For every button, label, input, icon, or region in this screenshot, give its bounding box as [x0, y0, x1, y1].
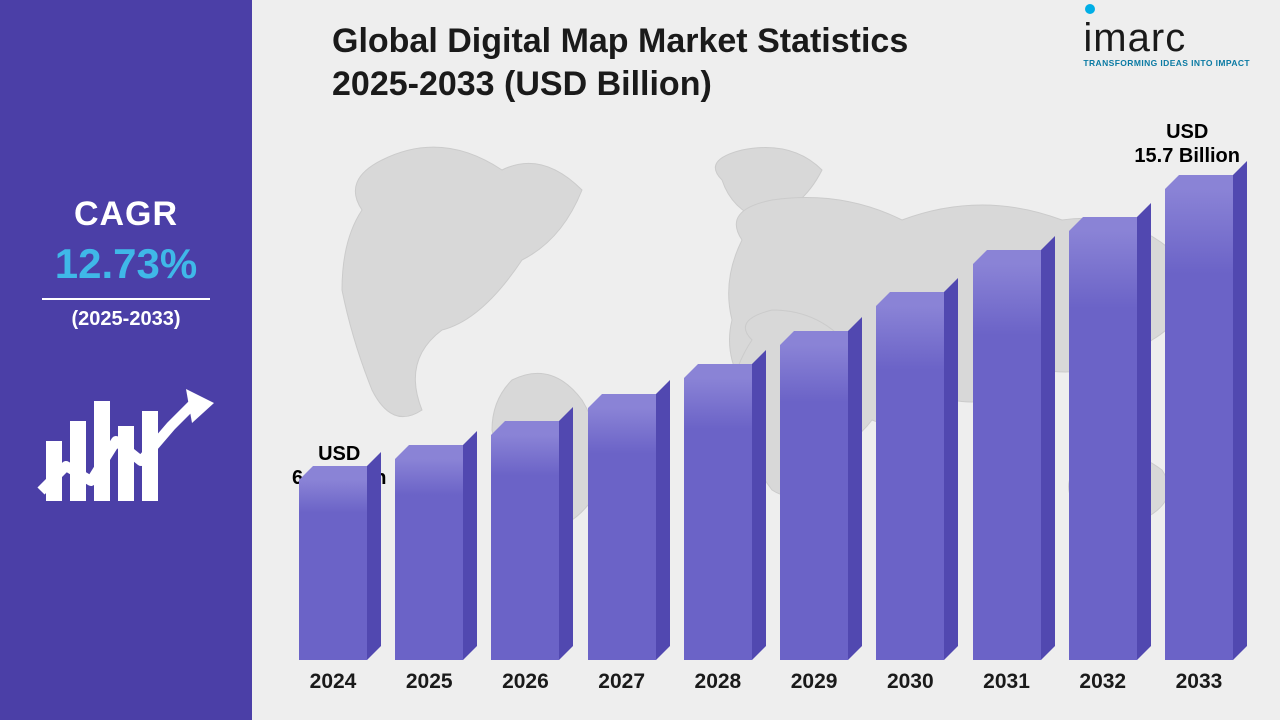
main-panel: Global Digital Map Market Statistics 202… [252, 0, 1280, 720]
bars-container: 2024202520262027202820292030203120322033 [282, 140, 1250, 660]
x-axis-label: 2025 [388, 670, 470, 694]
bar-front [780, 345, 848, 660]
x-axis-label: 2033 [1158, 670, 1240, 694]
brand-logo: imarc TRANSFORMING IDEAS INTO IMPACT [1083, 18, 1250, 68]
x-axis-label: 2032 [1062, 670, 1144, 694]
root: CAGR 12.73% (2025-2033) Global Digital M… [0, 0, 1280, 720]
bar-front [491, 435, 559, 660]
bar-side [656, 380, 670, 660]
sidebar-panel: CAGR 12.73% (2025-2033) [0, 0, 252, 720]
bar: 2026 [484, 435, 566, 660]
bar-front [1165, 189, 1233, 660]
x-axis-label: 2026 [484, 670, 566, 694]
bar-front [973, 264, 1041, 660]
bar-front [684, 378, 752, 660]
bar-side [944, 278, 958, 660]
cagr-label: CAGR [74, 195, 178, 234]
bar: 2033 [1158, 189, 1240, 660]
bar-side [1233, 161, 1247, 660]
bar: 2030 [869, 306, 951, 660]
x-axis-label: 2027 [581, 670, 663, 694]
bar-side [463, 431, 477, 660]
bar: 2032 [1062, 231, 1144, 660]
bar: 2027 [581, 408, 663, 660]
title-line-2: 2025-2033 (USD Billion) [332, 65, 712, 103]
bar-side [752, 350, 766, 660]
bar-side [1041, 236, 1055, 660]
logo-dot-icon [1085, 4, 1095, 14]
x-axis-label: 2030 [869, 670, 951, 694]
cagr-value: 12.73% [55, 240, 197, 288]
bar-front [299, 480, 367, 660]
logo-text: imarc [1083, 18, 1250, 58]
bar-side [1137, 203, 1151, 660]
bar-front [395, 459, 463, 660]
cagr-divider [42, 298, 210, 300]
bar-front [876, 306, 944, 660]
x-axis-label: 2024 [292, 670, 374, 694]
bar: 2031 [966, 264, 1048, 660]
x-axis-label: 2028 [677, 670, 759, 694]
bar: 2024 [292, 480, 374, 660]
bar-side [848, 317, 862, 660]
x-axis-label: 2031 [966, 670, 1048, 694]
bar-side [367, 452, 381, 660]
bar: 2025 [388, 459, 470, 660]
growth-chart-icon [36, 371, 216, 526]
bar: 2029 [773, 345, 855, 660]
x-axis-label: 2029 [773, 670, 855, 694]
bar: 2028 [677, 378, 759, 660]
bar-front [588, 408, 656, 660]
bar-side [559, 407, 573, 660]
bar-front [1069, 231, 1137, 660]
chart-title: Global Digital Map Market Statistics 202… [332, 20, 908, 105]
cagr-period: (2025-2033) [72, 308, 181, 331]
title-line-1: Global Digital Map Market Statistics [332, 22, 908, 60]
bar-chart: USD 6.0 Billion USD 15.7 Billion 2024202… [282, 120, 1250, 700]
